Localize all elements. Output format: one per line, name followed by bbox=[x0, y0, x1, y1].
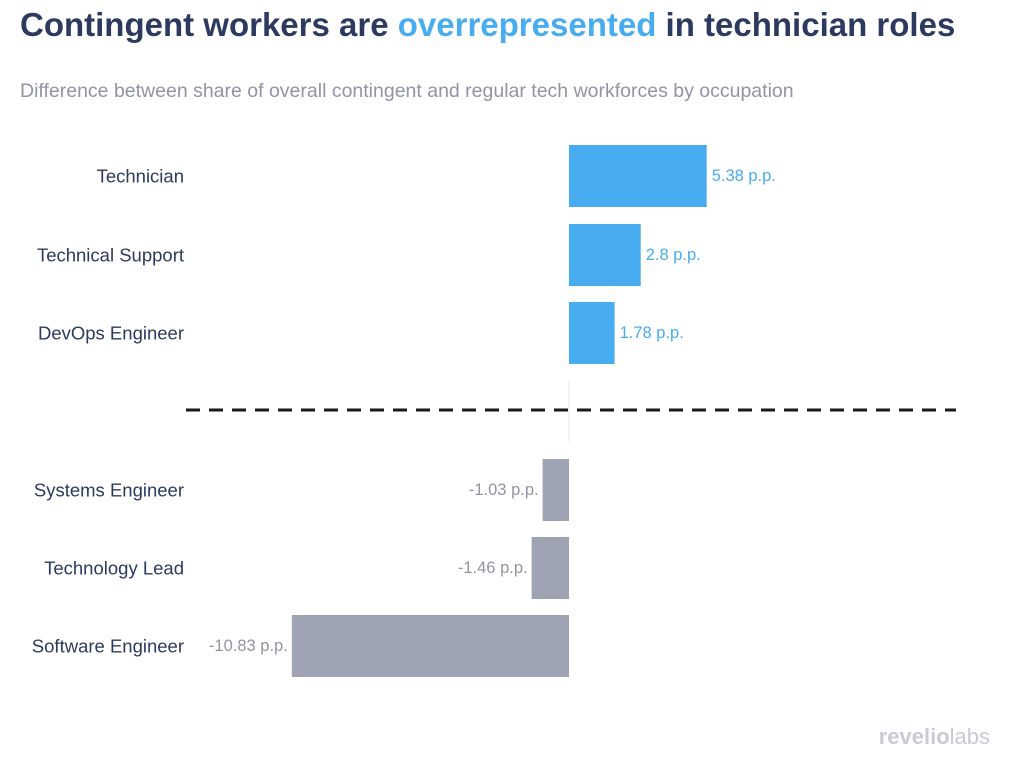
title-part1: Contingent workers are bbox=[20, 6, 398, 43]
data-label-technical-support: 2.8 p.p. bbox=[646, 246, 701, 264]
bar-technology-lead bbox=[531, 537, 569, 599]
title-part2: in technician roles bbox=[656, 6, 956, 43]
category-label-technology-lead: Technology Lead bbox=[44, 558, 184, 579]
category-label-systems-engineer: Systems Engineer bbox=[34, 480, 184, 501]
data-label-software-engineer: -10.83 p.p. bbox=[209, 637, 288, 655]
bar-technician bbox=[569, 145, 707, 207]
brand-word2: labs bbox=[949, 724, 990, 749]
category-label-software-engineer: Software Engineer bbox=[32, 636, 184, 657]
data-label-devops-engineer: 1.78 p.p. bbox=[620, 324, 684, 342]
data-label-technology-lead: -1.46 p.p. bbox=[458, 559, 528, 577]
bar-devops-engineer bbox=[569, 302, 615, 364]
brand-word1: revelio bbox=[878, 724, 950, 749]
bar-software-engineer bbox=[291, 615, 569, 677]
category-label-technical-support: Technical Support bbox=[37, 245, 184, 266]
data-label-systems-engineer: -1.03 p.p. bbox=[469, 481, 539, 499]
bar-group: Technician 5.38 p.p. Technical Support 2.8 … bbox=[32, 145, 776, 677]
category-label-devops-engineer: DevOps Engineer bbox=[38, 323, 184, 344]
title-highlight: overrepresented bbox=[397, 6, 657, 43]
bar-technical-support bbox=[569, 224, 641, 286]
chart-subtitle: Difference between share of overall cont… bbox=[20, 80, 794, 102]
chart-title: Contingent workers are overrepresented i… bbox=[20, 6, 955, 44]
bar-systems-engineer bbox=[542, 459, 569, 521]
revelio-labs-logo: reveliolabs bbox=[879, 724, 990, 750]
data-label-technician: 5.38 p.p. bbox=[712, 167, 776, 185]
category-label-technician: Technician bbox=[97, 166, 184, 187]
